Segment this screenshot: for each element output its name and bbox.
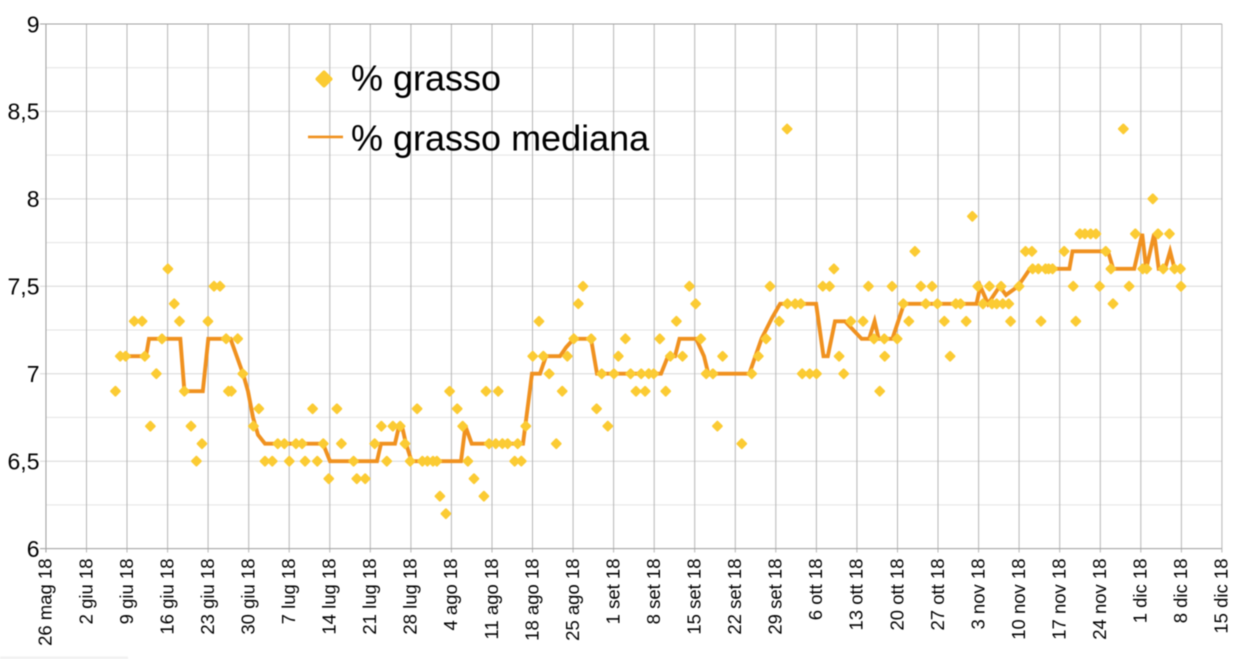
svg-text:8,5: 8,5 <box>8 99 40 125</box>
svg-text:25 ago 18: 25 ago 18 <box>562 559 583 641</box>
svg-text:29 set 18: 29 set 18 <box>765 559 786 635</box>
svg-text:30 giu 18: 30 giu 18 <box>238 559 259 635</box>
svg-text:7: 7 <box>27 361 40 387</box>
svg-text:7,5: 7,5 <box>8 274 40 300</box>
svg-text:6 ott 18: 6 ott 18 <box>805 559 826 621</box>
svg-text:17 nov 18: 17 nov 18 <box>1049 559 1070 640</box>
svg-text:27 ott 18: 27 ott 18 <box>927 559 948 631</box>
svg-text:26 mag 18: 26 mag 18 <box>35 559 56 646</box>
svg-text:28 lug 18: 28 lug 18 <box>400 559 421 635</box>
svg-text:% grasso mediana: % grasso mediana <box>351 117 650 158</box>
svg-text:6: 6 <box>27 536 40 562</box>
svg-text:1 dic 18: 1 dic 18 <box>1130 559 1151 624</box>
svg-text:7 lug 18: 7 lug 18 <box>278 559 299 625</box>
svg-text:1 set 18: 1 set 18 <box>602 559 623 625</box>
svg-text:20 ott 18: 20 ott 18 <box>886 559 907 631</box>
svg-text:11 ago 18: 11 ago 18 <box>481 559 502 640</box>
svg-text:15 dic 18: 15 dic 18 <box>1211 559 1232 634</box>
svg-text:14 lug 18: 14 lug 18 <box>319 559 340 635</box>
svg-text:18 ago 18: 18 ago 18 <box>521 559 542 641</box>
svg-text:16 giu 18: 16 giu 18 <box>156 559 177 635</box>
svg-text:8 set 18: 8 set 18 <box>643 559 664 625</box>
svg-text:13 ott 18: 13 ott 18 <box>846 559 867 631</box>
svg-text:9: 9 <box>27 11 40 37</box>
svg-text:23 giu 18: 23 giu 18 <box>197 559 218 635</box>
svg-text:24 nov 18: 24 nov 18 <box>1089 559 1110 640</box>
svg-text:4 ago 18: 4 ago 18 <box>440 559 461 631</box>
svg-text:21 lug 18: 21 lug 18 <box>359 559 380 635</box>
svg-text:15 set 18: 15 set 18 <box>684 559 705 635</box>
svg-text:10 nov 18: 10 nov 18 <box>1008 559 1029 640</box>
svg-text:8: 8 <box>27 186 40 212</box>
svg-text:3 nov 18: 3 nov 18 <box>967 559 988 630</box>
svg-text:% grasso: % grasso <box>351 58 501 99</box>
svg-text:8 dic 18: 8 dic 18 <box>1170 559 1191 624</box>
svg-text:22 set 18: 22 set 18 <box>724 559 745 635</box>
svg-text:2 giu 18: 2 giu 18 <box>75 559 96 625</box>
svg-text:9 giu 18: 9 giu 18 <box>116 559 137 625</box>
svg-text:6,5: 6,5 <box>8 449 40 475</box>
